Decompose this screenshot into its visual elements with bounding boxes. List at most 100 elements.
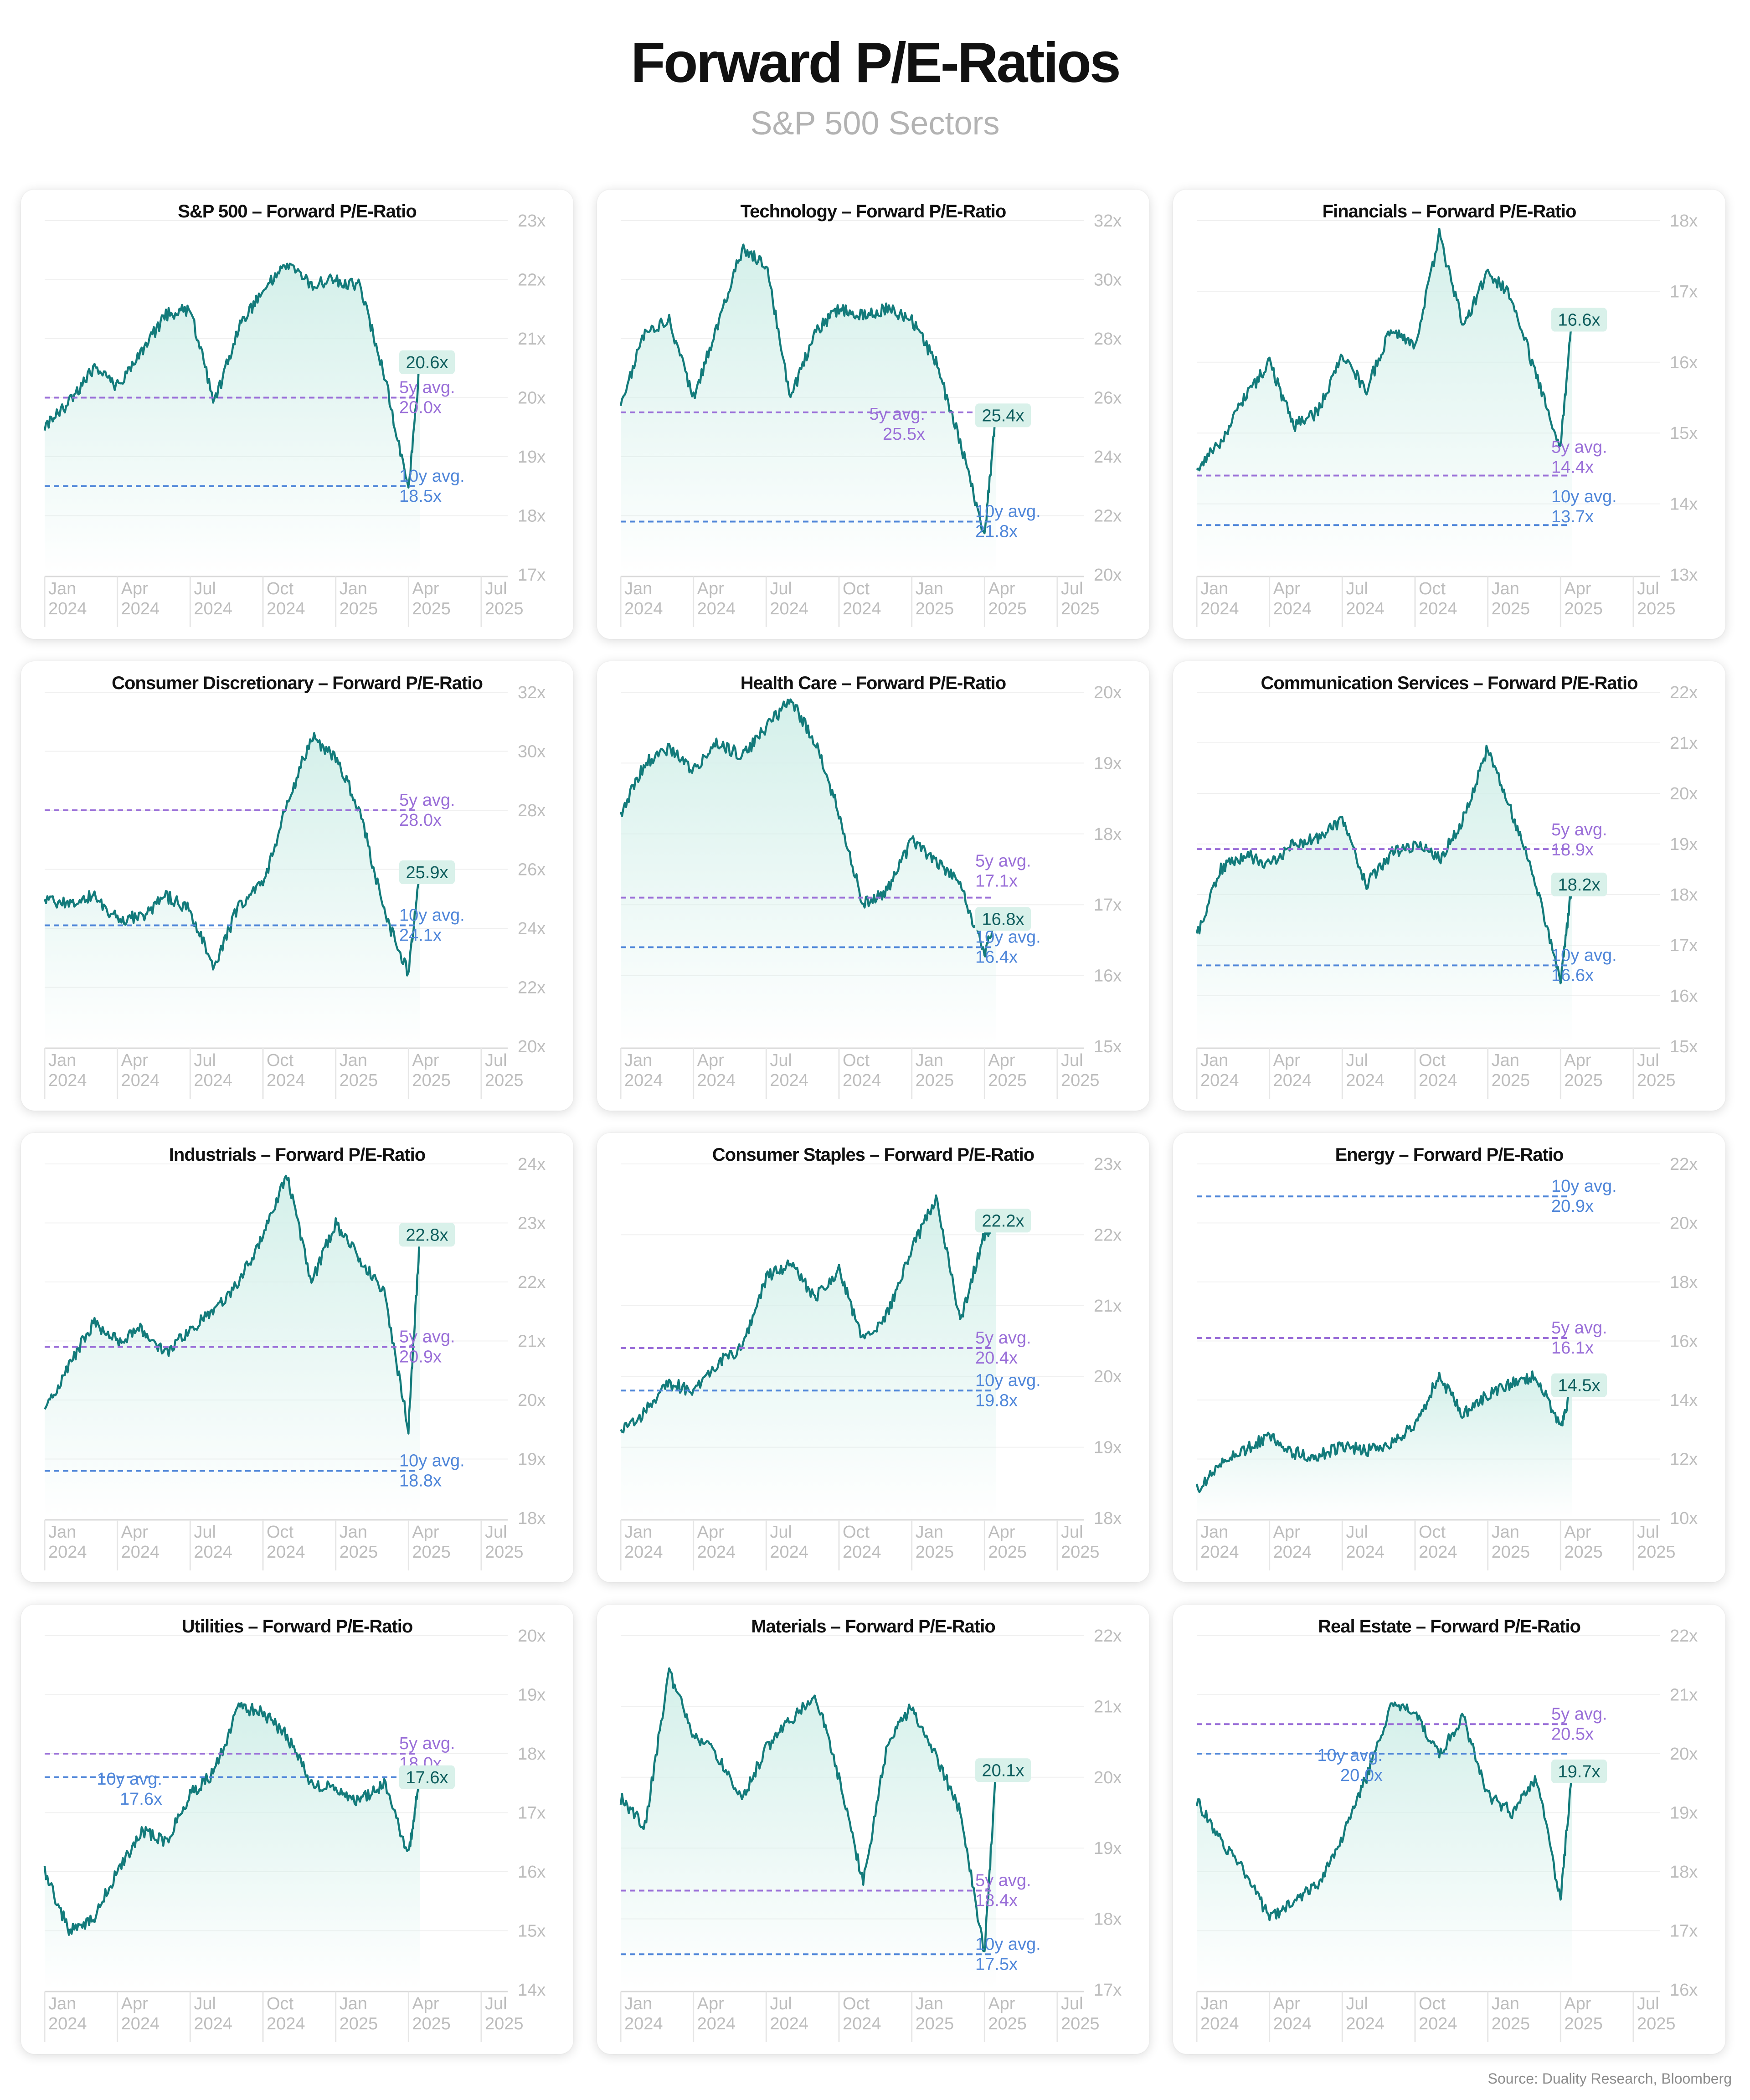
x-tick-year: 2025 [340,2014,378,2033]
y-tick-label: 32x [1094,211,1122,231]
chart-title: Consumer Discretionary – Forward P/E-Rat… [112,673,483,693]
chart-title: Technology – Forward P/E-Ratio [740,201,1007,221]
x-tick-year: 2025 [1492,599,1530,618]
avg-5y-label: 5y avg. 20.4x [975,1328,1031,1368]
current-value-label: 25.9x [406,863,448,882]
chart-consumer-discretionary: 20x22x24x26x28x30x32xJan2024Apr2024Jul20… [43,683,546,1099]
chart-energy: 10x12x14x16x18x20x22xJan2024Apr2024Jul20… [1195,1155,1698,1570]
x-tick-year: 2024 [1200,1543,1239,1562]
y-tick-label: 16x [1670,353,1698,372]
y-tick-label: 23x [518,211,546,231]
x-tick-year: 2024 [1419,1543,1457,1562]
x-tick-month: Jan [624,579,652,598]
x-tick-year: 2025 [916,1071,954,1090]
x-tick-year: 2024 [1419,1071,1457,1090]
x-tick-year: 2025 [1061,1071,1100,1090]
avg-10y-label: 10y avg. 21.8x [975,502,1041,541]
series-area [1197,746,1572,1046]
page-title: Forward P/E-Ratios [631,31,1121,94]
x-tick-year: 2024 [624,1543,663,1562]
series-area [1197,1702,1572,1990]
x-tick-year: 2024 [1273,599,1312,618]
x-tick-year: 2025 [1061,1543,1100,1562]
chart-card-consumer-discretionary: 20x 22x 24x 26x 28x 30x 32x Jan 2024 Apr 2024 Jul 20… [21,661,573,1111]
y-tick-label: 22x [518,271,546,290]
x-tick-month: Jul [1637,1994,1659,2013]
series-line [1195,1701,1573,1921]
x-tick-month: Apr [1564,1523,1591,1542]
x-tick-year: 2024 [1419,599,1457,618]
x-tick-year: 2025 [916,1543,954,1562]
y-tick-label: 18x [1094,1509,1122,1528]
x-tick-month: Apr [121,1051,148,1070]
series-area [621,1195,996,1518]
chart-title: Consumer Staples – Forward P/E-Ratio [712,1145,1035,1165]
current-value-label: 17.6x [406,1768,448,1787]
chart-title: Energy – Forward P/E-Ratio [1335,1145,1564,1165]
chart-financials: 13x14x15x16x17x18xJan2024Apr2024Jul2024O… [1196,211,1698,627]
x-tick-month: Jul [770,1523,792,1542]
x-tick-month: Jan [340,1051,367,1070]
y-tick-label: 14x [518,1981,546,2000]
avg-10y-label: 10y avg. 17.5x [975,1935,1041,1974]
x-tick-year: 2025 [988,599,1027,618]
current-value-badge [399,860,455,884]
y-tick-label: 15x [1094,1037,1122,1056]
avg-10y-label: 10y avg. 16.4x [975,927,1041,967]
series-area [1197,229,1572,575]
x-tick-year: 2024 [121,1543,160,1562]
avg-5y-label: 5y avg. 28.0x [399,791,455,830]
chart-health-care: 15x16x17x18x19x20xJan2024Apr2024Jul2024O… [619,683,1122,1099]
x-tick-year: 2025 [412,1071,451,1090]
x-tick-month: Apr [121,579,148,598]
chart-card-industrials: 18x 19x 20x 21x 22x 23x 24x Jan 2024 Apr 2024 Jul 20… [21,1133,573,1582]
x-tick-year: 2024 [1200,1071,1239,1090]
x-tick-month: Jul [1637,1523,1659,1542]
chart-utilities: 14x15x16x17x18x19x20xJan2024Apr2024Jul20… [43,1626,546,2042]
series-line [43,1702,421,1936]
y-tick-label: 16x [1670,1332,1698,1351]
y-tick-label: 20x [518,1037,546,1056]
x-tick-year: 2024 [48,1543,87,1562]
x-tick-year: 2025 [988,1543,1027,1562]
x-tick-month: Jul [485,579,507,598]
x-tick-month: Apr [1273,579,1300,598]
chart-card-health-care: 15x 16x 17x 18x 19x 20x Jan 2024 Apr 2024 Jul 2024 O… [597,661,1149,1111]
x-tick-year: 2025 [412,599,451,618]
x-tick-month: Jan [1492,1523,1519,1542]
y-tick-label: 17x [1670,936,1698,955]
y-tick-label: 26x [518,860,546,880]
y-tick-label: 16x [1670,987,1698,1006]
chart-technology: 20x22x24x26x28x30x32xJan2024Apr2024Jul20… [619,211,1122,627]
x-tick-year: 2025 [1564,1543,1603,1562]
x-tick-year: 2025 [1492,1543,1530,1562]
series-area [621,699,996,1046]
x-tick-year: 2024 [1200,2014,1239,2033]
series-area [621,1668,996,1990]
y-tick-label: 28x [1094,329,1122,349]
x-tick-year: 2025 [340,1071,378,1090]
x-tick-year: 2024 [267,1543,305,1562]
x-tick-month: Jan [624,1051,652,1070]
y-tick-label: 14x [1670,1391,1698,1410]
chart-industrials: 18x19x20x21x22x23x24xJan2024Apr2024Jul20… [44,1155,546,1570]
chart-card-sp500: 17x 18x 19x 20x 21x 22x 23x Jan 2024 Apr 2024 Jul 20… [21,190,573,639]
x-tick-year: 2025 [485,599,524,618]
current-value-label: 20.6x [406,353,448,372]
x-tick-year: 2024 [48,2014,87,2033]
chart-card-financials: 13x 14x 15x 16x 17x 18x Jan 2024 Apr 2024 Jul 2024 O… [1173,190,1725,639]
x-tick-month: Apr [988,1051,1015,1070]
avg-10y-label: 10y avg. 24.1x [399,906,465,945]
y-tick-label: 22x [1094,1626,1122,1646]
series-line [1196,227,1573,472]
y-tick-label: 13x [1670,566,1698,585]
avg-5y-label: 5y avg. 18.4x [975,1871,1031,1910]
y-tick-label: 21x [518,1332,546,1351]
x-tick-year: 2024 [1273,1071,1312,1090]
x-tick-month: Jul [1346,1051,1368,1070]
current-value-label: 18.2x [1558,875,1601,895]
series-line [44,1174,421,1435]
chart-card-real-estate: 16x 17x 18x 19x 20x 21x 22x Jan 2024 Apr 2024 Jul 20… [1173,1605,1725,2054]
x-tick-month: Jul [194,1523,216,1542]
y-tick-label: 15x [1670,1037,1698,1056]
